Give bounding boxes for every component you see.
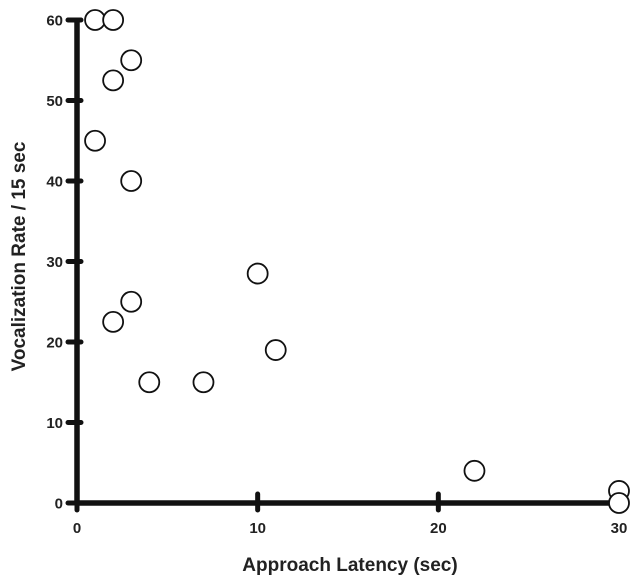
axes (74, 20, 619, 506)
data-point (120, 49, 143, 72)
tick-marks (65, 17, 622, 513)
data-point (138, 371, 161, 394)
y-tick-label: 50 (46, 93, 63, 110)
y-tick-label: 10 (46, 415, 63, 432)
data-point (120, 290, 143, 313)
x-tick-label: 0 (73, 520, 81, 537)
data-point (84, 9, 106, 31)
x-tick-label: 20 (430, 520, 447, 537)
data-points (84, 9, 630, 514)
data-point (192, 371, 215, 394)
data-point (102, 69, 125, 92)
data-point (608, 492, 630, 514)
data-point (246, 262, 269, 285)
y-tick-label: 40 (46, 174, 63, 191)
x-axis-title: Approach Latency (sec) (242, 555, 457, 576)
x-tick-label: 10 (249, 520, 266, 537)
data-point (102, 9, 125, 31)
tick-labels: 0 10 20 30 40 50 60 0 10 20 30 (46, 13, 627, 538)
y-axis-title: Vocalization Rate / 15 sec (9, 141, 30, 371)
y-tick-label: 0 (55, 496, 63, 513)
y-tick-label: 30 (46, 254, 63, 271)
y-tick-label: 20 (46, 335, 63, 352)
data-point (102, 310, 125, 333)
data-point (120, 170, 143, 192)
x-tick-label: 30 (611, 520, 628, 537)
y-tick-label: 60 (46, 13, 63, 30)
data-point (463, 459, 486, 482)
data-point (84, 129, 106, 152)
data-point (264, 339, 287, 361)
